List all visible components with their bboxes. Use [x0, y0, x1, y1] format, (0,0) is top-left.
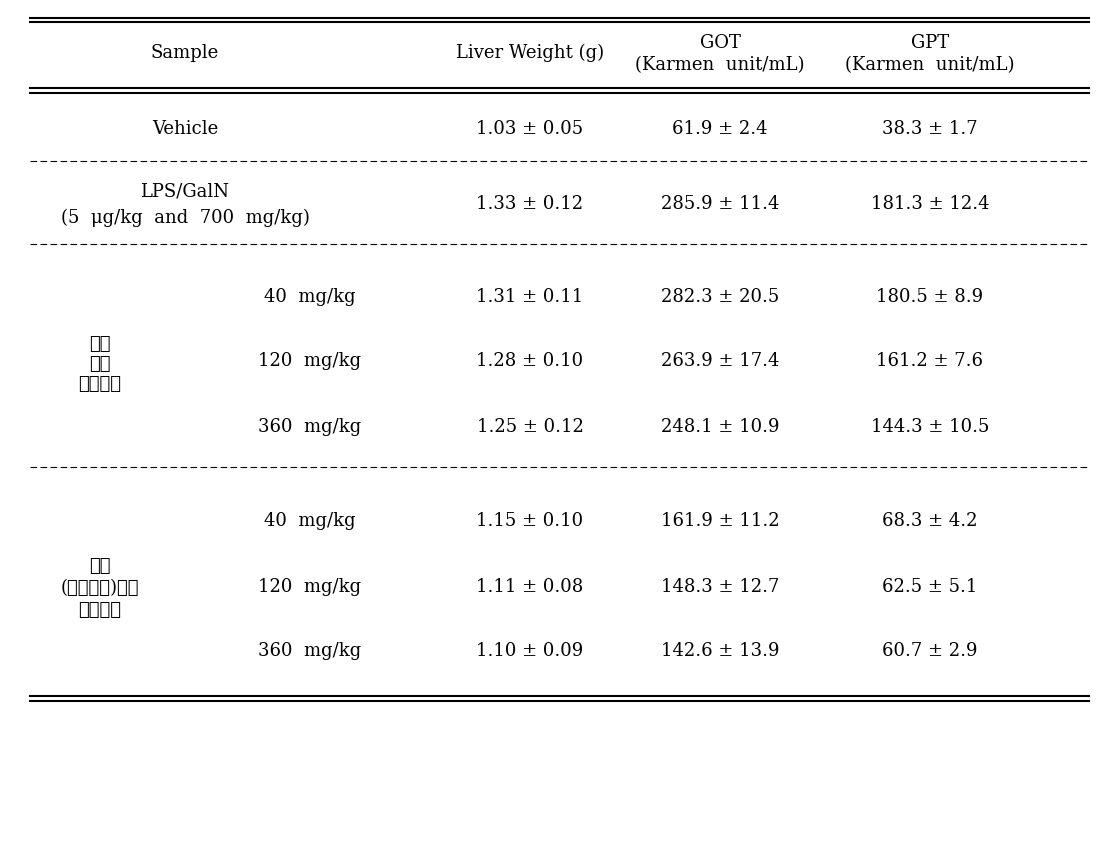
- Text: 1.25 ± 0.12: 1.25 ± 0.12: [477, 418, 583, 436]
- Text: 161.2 ± 7.6: 161.2 ± 7.6: [876, 352, 984, 370]
- Text: 38.3 ± 1.7: 38.3 ± 1.7: [882, 119, 978, 138]
- Text: 161.9 ± 11.2: 161.9 ± 11.2: [660, 512, 779, 530]
- Text: GPT: GPT: [911, 34, 949, 52]
- Text: (Karmen  unit/mL): (Karmen unit/mL): [845, 56, 1015, 74]
- Text: 248.1 ± 10.9: 248.1 ± 10.9: [660, 418, 779, 436]
- Text: (5  μg/kg  and  700  mg/kg): (5 μg/kg and 700 mg/kg): [60, 208, 310, 227]
- Text: GOT: GOT: [699, 34, 741, 52]
- Text: 1.15 ± 0.10: 1.15 ± 0.10: [477, 512, 584, 530]
- Text: 148.3 ± 12.7: 148.3 ± 12.7: [661, 578, 779, 596]
- Text: 263.9 ± 17.4: 263.9 ± 17.4: [661, 352, 779, 370]
- Text: 142.6 ± 13.9: 142.6 ± 13.9: [660, 643, 779, 660]
- Text: 360  mg/kg: 360 mg/kg: [258, 643, 361, 660]
- Text: 360  mg/kg: 360 mg/kg: [258, 418, 361, 436]
- Text: 식이투여: 식이투여: [78, 602, 122, 620]
- Text: 62.5 ± 5.1: 62.5 ± 5.1: [882, 578, 978, 596]
- Text: 180.5 ± 8.9: 180.5 ± 8.9: [876, 288, 984, 306]
- Text: 285.9 ± 11.4: 285.9 ± 11.4: [661, 195, 779, 213]
- Text: 미강: 미강: [90, 334, 111, 352]
- Text: 60.7 ± 2.9: 60.7 ± 2.9: [882, 643, 978, 660]
- Text: 미강: 미강: [90, 557, 111, 575]
- Text: 1.31 ± 0.11: 1.31 ± 0.11: [477, 288, 584, 306]
- Text: 40  mg/kg: 40 mg/kg: [264, 512, 356, 530]
- Text: 68.3 ± 4.2: 68.3 ± 4.2: [882, 512, 978, 530]
- Text: LPS/GalN: LPS/GalN: [141, 183, 229, 201]
- Text: 282.3 ± 20.5: 282.3 ± 20.5: [661, 288, 779, 306]
- Text: 1.33 ± 0.12: 1.33 ± 0.12: [477, 195, 584, 213]
- Text: 61.9 ± 2.4: 61.9 ± 2.4: [673, 119, 768, 138]
- Text: (생물전환)산물: (생물전환)산물: [60, 580, 139, 597]
- Text: 120  mg/kg: 120 mg/kg: [258, 578, 361, 596]
- Text: Liver Weight (g): Liver Weight (g): [455, 44, 604, 62]
- Text: Vehicle: Vehicle: [152, 119, 218, 138]
- Text: 1.11 ± 0.08: 1.11 ± 0.08: [477, 578, 584, 596]
- Text: 원물: 원물: [90, 355, 111, 373]
- Text: 144.3 ± 10.5: 144.3 ± 10.5: [871, 418, 989, 436]
- Text: 1.03 ± 0.05: 1.03 ± 0.05: [477, 119, 584, 138]
- Text: 40  mg/kg: 40 mg/kg: [264, 288, 356, 306]
- Text: (Karmen  unit/mL): (Karmen unit/mL): [636, 56, 805, 74]
- Text: Sample: Sample: [151, 44, 219, 62]
- Text: 181.3 ± 12.4: 181.3 ± 12.4: [871, 195, 989, 213]
- Text: 1.10 ± 0.09: 1.10 ± 0.09: [477, 643, 584, 660]
- Text: 1.28 ± 0.10: 1.28 ± 0.10: [477, 352, 584, 370]
- Text: 식이투여: 식이투여: [78, 374, 122, 392]
- Text: 120  mg/kg: 120 mg/kg: [258, 352, 361, 370]
